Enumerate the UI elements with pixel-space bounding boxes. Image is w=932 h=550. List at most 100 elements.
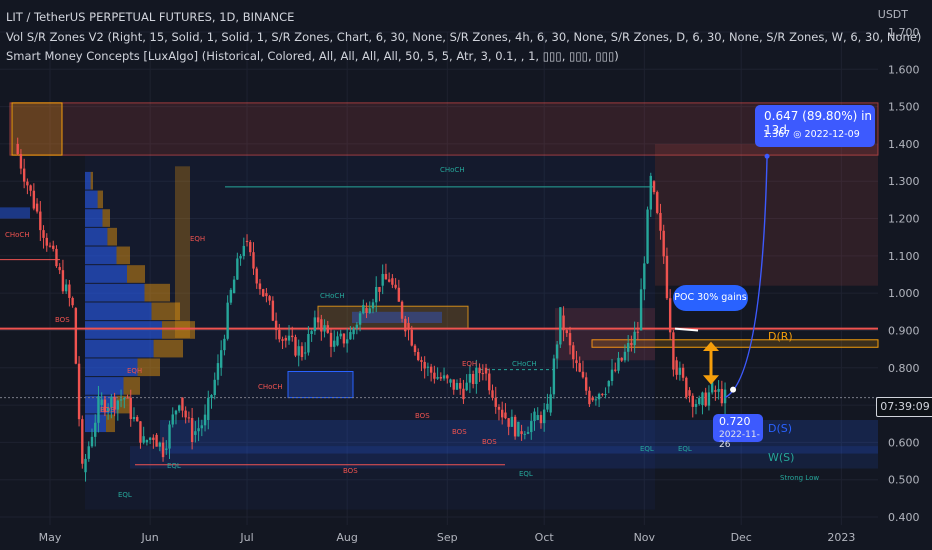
candle-body bbox=[701, 392, 704, 406]
volume-profile-bar bbox=[151, 302, 180, 321]
candle-body bbox=[455, 382, 459, 390]
candle-body bbox=[236, 258, 239, 280]
entry-price-text: 0.720 bbox=[719, 415, 751, 428]
candle-body bbox=[145, 440, 149, 443]
candle-body bbox=[581, 371, 585, 378]
candle-body bbox=[507, 418, 510, 427]
candle-body bbox=[626, 342, 630, 352]
volume-profile-bar bbox=[127, 265, 145, 283]
candle-body bbox=[245, 240, 249, 243]
indicator-legend-volsr[interactable]: Vol S/R Zones V2 (Right, 15, Solid, 1, S… bbox=[6, 30, 922, 44]
candle-body bbox=[688, 390, 691, 396]
candle-body bbox=[64, 284, 68, 292]
volume-profile-bar bbox=[162, 321, 195, 339]
candle-body bbox=[513, 416, 517, 437]
candle-body bbox=[329, 332, 333, 347]
candle-body bbox=[420, 360, 423, 362]
candle-body bbox=[475, 367, 478, 385]
candle-body bbox=[710, 382, 714, 393]
candle-body bbox=[226, 302, 229, 339]
candle-body bbox=[187, 417, 191, 419]
candle-body bbox=[303, 352, 307, 354]
candle-body bbox=[161, 442, 165, 458]
candle-body bbox=[58, 267, 61, 271]
candle-body bbox=[552, 358, 556, 395]
eqh-label: EQH bbox=[462, 360, 477, 368]
candle-body bbox=[681, 367, 685, 378]
projection-change-text: 0.647 (89.80%) in 13d bbox=[764, 109, 873, 137]
candle-body bbox=[71, 297, 74, 306]
candle-body bbox=[219, 350, 223, 368]
candle-body bbox=[261, 289, 265, 297]
price-axis-label: 0.900 bbox=[888, 324, 920, 337]
candle-body bbox=[436, 377, 439, 379]
candle-body bbox=[433, 372, 436, 379]
arrow-head-down bbox=[703, 375, 719, 385]
volume-profile-bar bbox=[85, 377, 124, 395]
candle-body bbox=[501, 409, 504, 418]
choch-label: CHoCH bbox=[258, 383, 283, 391]
candle-body bbox=[281, 339, 284, 341]
candle-body bbox=[103, 399, 107, 413]
candle-body bbox=[494, 397, 497, 407]
volume-profile-bar bbox=[85, 171, 91, 190]
candle-body bbox=[190, 418, 194, 443]
candle-body bbox=[646, 209, 649, 264]
volume-profile-bar bbox=[116, 246, 130, 265]
drawn-line bbox=[674, 327, 699, 332]
candle-body bbox=[371, 302, 375, 309]
candle-body bbox=[413, 345, 417, 353]
candle-body bbox=[323, 325, 326, 332]
candle-body bbox=[61, 270, 65, 292]
price-axis-label: 0.500 bbox=[888, 474, 920, 487]
eql-label: EQL bbox=[678, 445, 692, 453]
eqh-label: EQH bbox=[127, 367, 142, 375]
candle-body bbox=[446, 375, 449, 379]
candle-body bbox=[517, 421, 520, 437]
candle-body bbox=[207, 397, 210, 420]
candle-body bbox=[106, 407, 110, 413]
candle-body bbox=[723, 389, 727, 404]
candle-body bbox=[575, 360, 578, 364]
candle-body bbox=[268, 296, 271, 301]
volume-profile-bar bbox=[85, 265, 127, 283]
candle-body bbox=[184, 410, 187, 418]
bos-label: BOS bbox=[415, 412, 430, 420]
candle-body bbox=[26, 181, 29, 186]
candle-body bbox=[342, 333, 346, 344]
candle-body bbox=[387, 279, 391, 282]
candle-body bbox=[110, 396, 113, 408]
candle-body bbox=[194, 431, 197, 435]
eql-label: EQL bbox=[519, 470, 533, 478]
choch-label: CHoCH bbox=[440, 166, 465, 174]
candle-body bbox=[90, 436, 94, 447]
candle-body bbox=[617, 357, 620, 371]
candle-body bbox=[504, 412, 507, 419]
time-axis-label: Oct bbox=[535, 531, 555, 544]
candle-body bbox=[297, 346, 300, 356]
candle-body bbox=[459, 382, 462, 389]
candle-body bbox=[407, 323, 410, 330]
candle-body bbox=[404, 318, 407, 332]
volume-profile-bar bbox=[107, 227, 117, 246]
candle-body bbox=[417, 352, 420, 361]
candle-body bbox=[588, 390, 591, 405]
candle-body bbox=[271, 300, 275, 321]
candle-body bbox=[526, 432, 530, 434]
candle-body bbox=[462, 388, 465, 400]
indicator-legend-smc[interactable]: Smart Money Concepts [LuxAlgo] (Historic… bbox=[6, 49, 619, 63]
choch-label: CHoCH bbox=[512, 360, 537, 368]
candle-body bbox=[339, 333, 342, 337]
volume-profile-bar bbox=[123, 377, 140, 395]
candle-body bbox=[662, 230, 665, 257]
candle-body bbox=[491, 390, 494, 398]
candle-body bbox=[352, 328, 355, 335]
candle-body bbox=[87, 446, 90, 459]
candle-body bbox=[694, 404, 698, 407]
candle-body bbox=[620, 357, 623, 361]
price-axis-label: 1.500 bbox=[888, 101, 920, 114]
candle-body bbox=[623, 351, 627, 361]
daily-resistance-zone bbox=[591, 339, 879, 348]
